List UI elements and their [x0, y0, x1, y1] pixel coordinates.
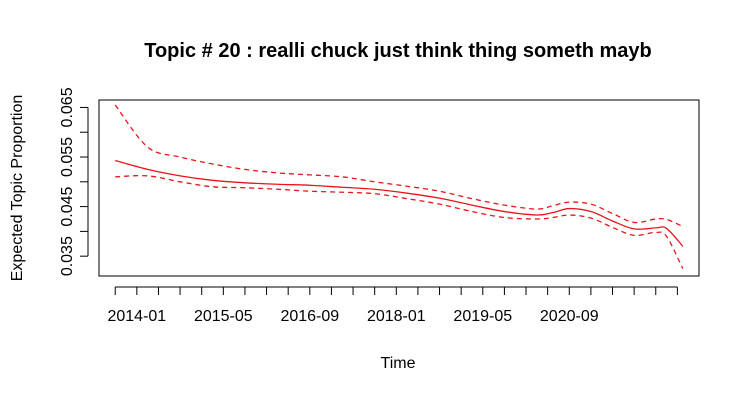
y-axis: 0.035 0.045 0.055 0.065: [59, 87, 89, 276]
x-tick-label: 2014-01: [107, 308, 166, 325]
series-line-mean: [115, 159, 684, 247]
x-axis-label: Time: [381, 355, 416, 372]
x-tick-label: 2020-09: [540, 308, 599, 325]
series-line-ci: [114, 104, 684, 228]
x-tick-label: 2019-05: [453, 308, 512, 325]
y-axis-label: Expected Topic Proportion: [9, 95, 26, 281]
chart-title: Topic # 20 : realli chuck just think thi…: [144, 40, 652, 62]
plot-frame: [98, 99, 700, 277]
x-tick-label: 2016-09: [280, 308, 339, 325]
y-tick-label: 0.035: [59, 236, 76, 276]
series-line-ci: [115, 174, 684, 269]
y-tick-label: 0.065: [59, 87, 76, 127]
x-axis: 2014-01 2015-05 2016-09 2018-01 2019-05 2020-…: [107, 286, 678, 325]
series-layer: [114, 104, 684, 269]
x-tick-label: 2018-01: [367, 308, 426, 325]
y-tick-label: 0.055: [59, 137, 76, 177]
x-tick-label: 2015-05: [194, 308, 253, 325]
y-tick-label: 0.045: [59, 186, 76, 226]
